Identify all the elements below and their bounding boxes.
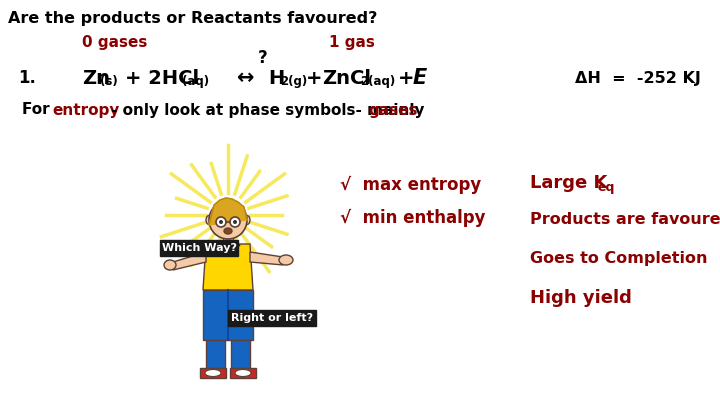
Ellipse shape xyxy=(205,369,221,377)
Ellipse shape xyxy=(164,260,176,270)
Polygon shape xyxy=(206,340,225,368)
Text: √  max entropy: √ max entropy xyxy=(340,176,481,194)
Text: 1.: 1. xyxy=(18,69,36,87)
Text: Goes to Completion: Goes to Completion xyxy=(530,251,708,266)
Text: (s): (s) xyxy=(100,75,118,89)
Polygon shape xyxy=(216,245,240,255)
Text: ?: ? xyxy=(258,49,268,67)
Text: ΔH  =  -252 KJ: ΔH = -252 KJ xyxy=(575,70,701,85)
Text: H: H xyxy=(268,68,284,87)
Polygon shape xyxy=(203,244,253,290)
Polygon shape xyxy=(230,368,256,378)
Polygon shape xyxy=(223,238,233,244)
Ellipse shape xyxy=(279,255,293,265)
Polygon shape xyxy=(173,252,206,270)
Polygon shape xyxy=(209,198,247,225)
Circle shape xyxy=(233,220,237,224)
FancyBboxPatch shape xyxy=(160,240,238,256)
Circle shape xyxy=(216,217,226,227)
Text: √  min enthalpy: √ min enthalpy xyxy=(340,209,485,227)
Text: entropy: entropy xyxy=(52,102,120,117)
Text: Are the products or Reactants favoured?: Are the products or Reactants favoured? xyxy=(8,11,377,26)
FancyBboxPatch shape xyxy=(228,310,316,326)
Text: 2(aq): 2(aq) xyxy=(360,75,395,89)
Text: 1 gas: 1 gas xyxy=(329,34,375,49)
Text: High yield: High yield xyxy=(530,289,632,307)
Text: gases: gases xyxy=(368,102,418,117)
Text: +: + xyxy=(306,68,323,87)
Circle shape xyxy=(219,220,223,224)
Ellipse shape xyxy=(224,228,232,234)
Text: Right or left?: Right or left? xyxy=(231,313,313,323)
Text: E: E xyxy=(413,68,427,88)
Text: eq: eq xyxy=(598,181,616,194)
Polygon shape xyxy=(203,290,253,340)
Ellipse shape xyxy=(206,215,212,224)
Text: For: For xyxy=(22,102,55,117)
Text: Which Way?: Which Way? xyxy=(161,243,236,253)
Text: +: + xyxy=(398,68,421,87)
Text: Large K: Large K xyxy=(530,174,608,192)
Polygon shape xyxy=(200,368,226,378)
Circle shape xyxy=(209,201,247,239)
Text: + 2HCl: + 2HCl xyxy=(125,68,199,87)
Ellipse shape xyxy=(244,215,250,224)
Text: (aq): (aq) xyxy=(182,75,209,89)
Text: 2(g): 2(g) xyxy=(280,75,307,89)
Text: Zn: Zn xyxy=(82,68,110,87)
Polygon shape xyxy=(250,252,283,265)
Text: 0 gases: 0 gases xyxy=(82,34,148,49)
Polygon shape xyxy=(231,340,250,368)
Ellipse shape xyxy=(235,369,251,377)
Circle shape xyxy=(230,217,240,227)
Text: ↔: ↔ xyxy=(237,68,254,88)
Text: ZnCl: ZnCl xyxy=(322,68,371,87)
Text: - only look at phase symbols- mainly: - only look at phase symbols- mainly xyxy=(111,102,430,117)
Text: Products are favoured: Products are favoured xyxy=(530,213,720,228)
